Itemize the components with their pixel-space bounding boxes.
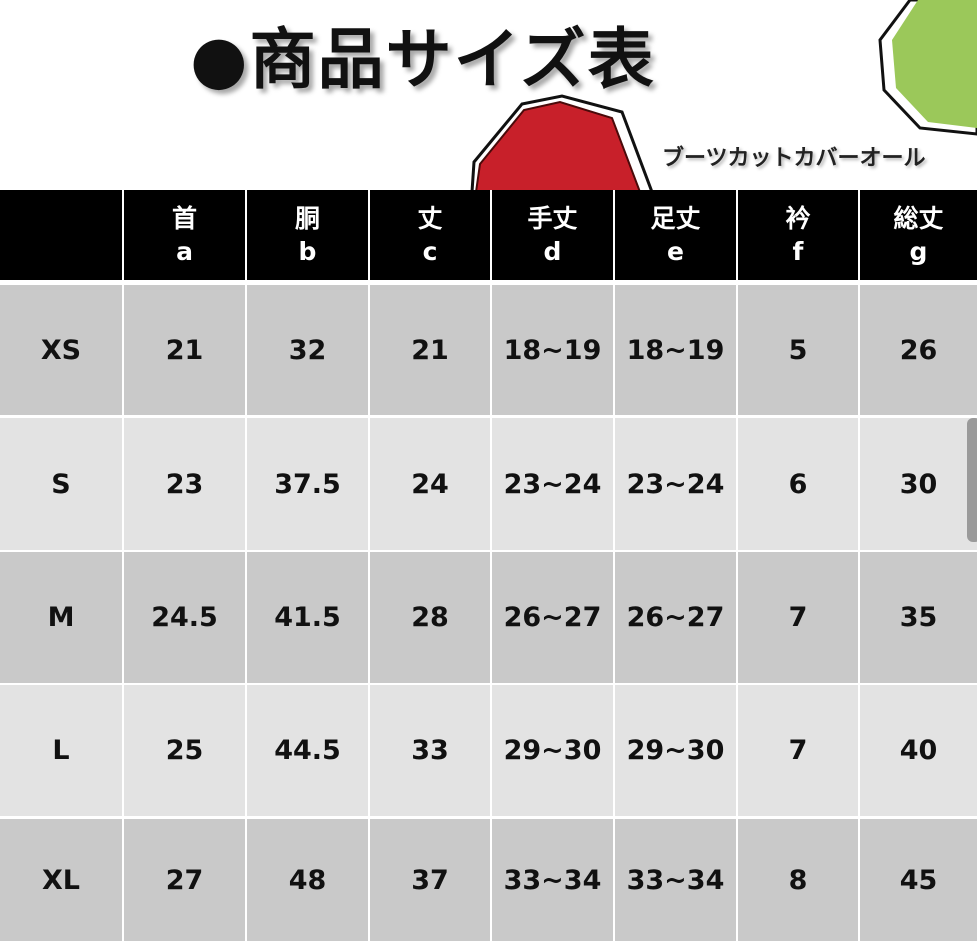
table-cell: 6 bbox=[738, 418, 858, 550]
table-cell: 25 bbox=[124, 685, 245, 816]
table-cell: 37 bbox=[370, 819, 490, 941]
header-label: 首 bbox=[171, 204, 197, 233]
header-letter: g bbox=[909, 237, 928, 266]
header-letter: e bbox=[667, 237, 684, 266]
table-cell: 8 bbox=[738, 819, 858, 941]
column-header: 足丈 e bbox=[615, 190, 736, 280]
column-header: 手丈 d bbox=[492, 190, 613, 280]
table-cell: 21 bbox=[370, 285, 490, 415]
table-cell: 24 bbox=[370, 418, 490, 550]
size-label: XL bbox=[0, 819, 122, 941]
table-cell: 33~34 bbox=[492, 819, 613, 941]
table-cell: 29~30 bbox=[615, 685, 736, 816]
column-header bbox=[0, 190, 122, 280]
header-letter: a bbox=[176, 237, 193, 266]
product-name: ブーツカットカバーオール bbox=[662, 146, 926, 171]
size-label: XS bbox=[0, 285, 122, 415]
header-label: 総丈 bbox=[893, 204, 944, 233]
table-cell: 37.5 bbox=[247, 418, 368, 550]
red-shape-decoration bbox=[470, 94, 654, 192]
header-label: 足丈 bbox=[650, 204, 701, 233]
table-cell: 21 bbox=[124, 285, 245, 415]
size-table: 首 a 胴 b 丈 c 手丈 d 足丈 e 衿 f 総丈 g XS 21 32 21 18~19 18~19 5 26 S 2… bbox=[0, 190, 977, 941]
header-label: 衿 bbox=[785, 204, 811, 233]
table-cell: 5 bbox=[738, 285, 858, 415]
header-letter: c bbox=[422, 237, 438, 266]
header-letter: b bbox=[298, 237, 317, 266]
header-letter: d bbox=[543, 237, 562, 266]
table-cell: 26 bbox=[860, 285, 977, 415]
size-label: S bbox=[0, 418, 122, 550]
table-cell: 30 bbox=[860, 418, 977, 550]
table-cell: 28 bbox=[370, 552, 490, 683]
scrollbar[interactable] bbox=[967, 418, 977, 542]
table-cell: 27 bbox=[124, 819, 245, 941]
table-cell: 7 bbox=[738, 552, 858, 683]
table-cell: 40 bbox=[860, 685, 977, 816]
size-label: M bbox=[0, 552, 122, 683]
green-shape-decoration bbox=[878, 0, 977, 136]
header-letter: f bbox=[792, 237, 804, 266]
table-cell: 23~24 bbox=[492, 418, 613, 550]
table-cell: 41.5 bbox=[247, 552, 368, 683]
table-cell: 18~19 bbox=[492, 285, 613, 415]
table-cell: 35 bbox=[860, 552, 977, 683]
header-label: 丈 bbox=[417, 204, 443, 233]
table-cell: 29~30 bbox=[492, 685, 613, 816]
table-cell: 23~24 bbox=[615, 418, 736, 550]
table-cell: 26~27 bbox=[615, 552, 736, 683]
table-cell: 23 bbox=[124, 418, 245, 550]
header-label: 胴 bbox=[294, 204, 320, 233]
table-cell: 48 bbox=[247, 819, 368, 941]
table-cell: 33 bbox=[370, 685, 490, 816]
column-header: 総丈 g bbox=[860, 190, 977, 280]
page-title: ●商品サイズ表 bbox=[190, 21, 656, 98]
table-cell: 45 bbox=[860, 819, 977, 941]
table-cell: 24.5 bbox=[124, 552, 245, 683]
header-label: 手丈 bbox=[527, 204, 578, 233]
table-cell: 18~19 bbox=[615, 285, 736, 415]
table-cell: 33~34 bbox=[615, 819, 736, 941]
table-cell: 32 bbox=[247, 285, 368, 415]
table-cell: 7 bbox=[738, 685, 858, 816]
size-label: L bbox=[0, 685, 122, 816]
table-cell: 26~27 bbox=[492, 552, 613, 683]
table-cell: 44.5 bbox=[247, 685, 368, 816]
